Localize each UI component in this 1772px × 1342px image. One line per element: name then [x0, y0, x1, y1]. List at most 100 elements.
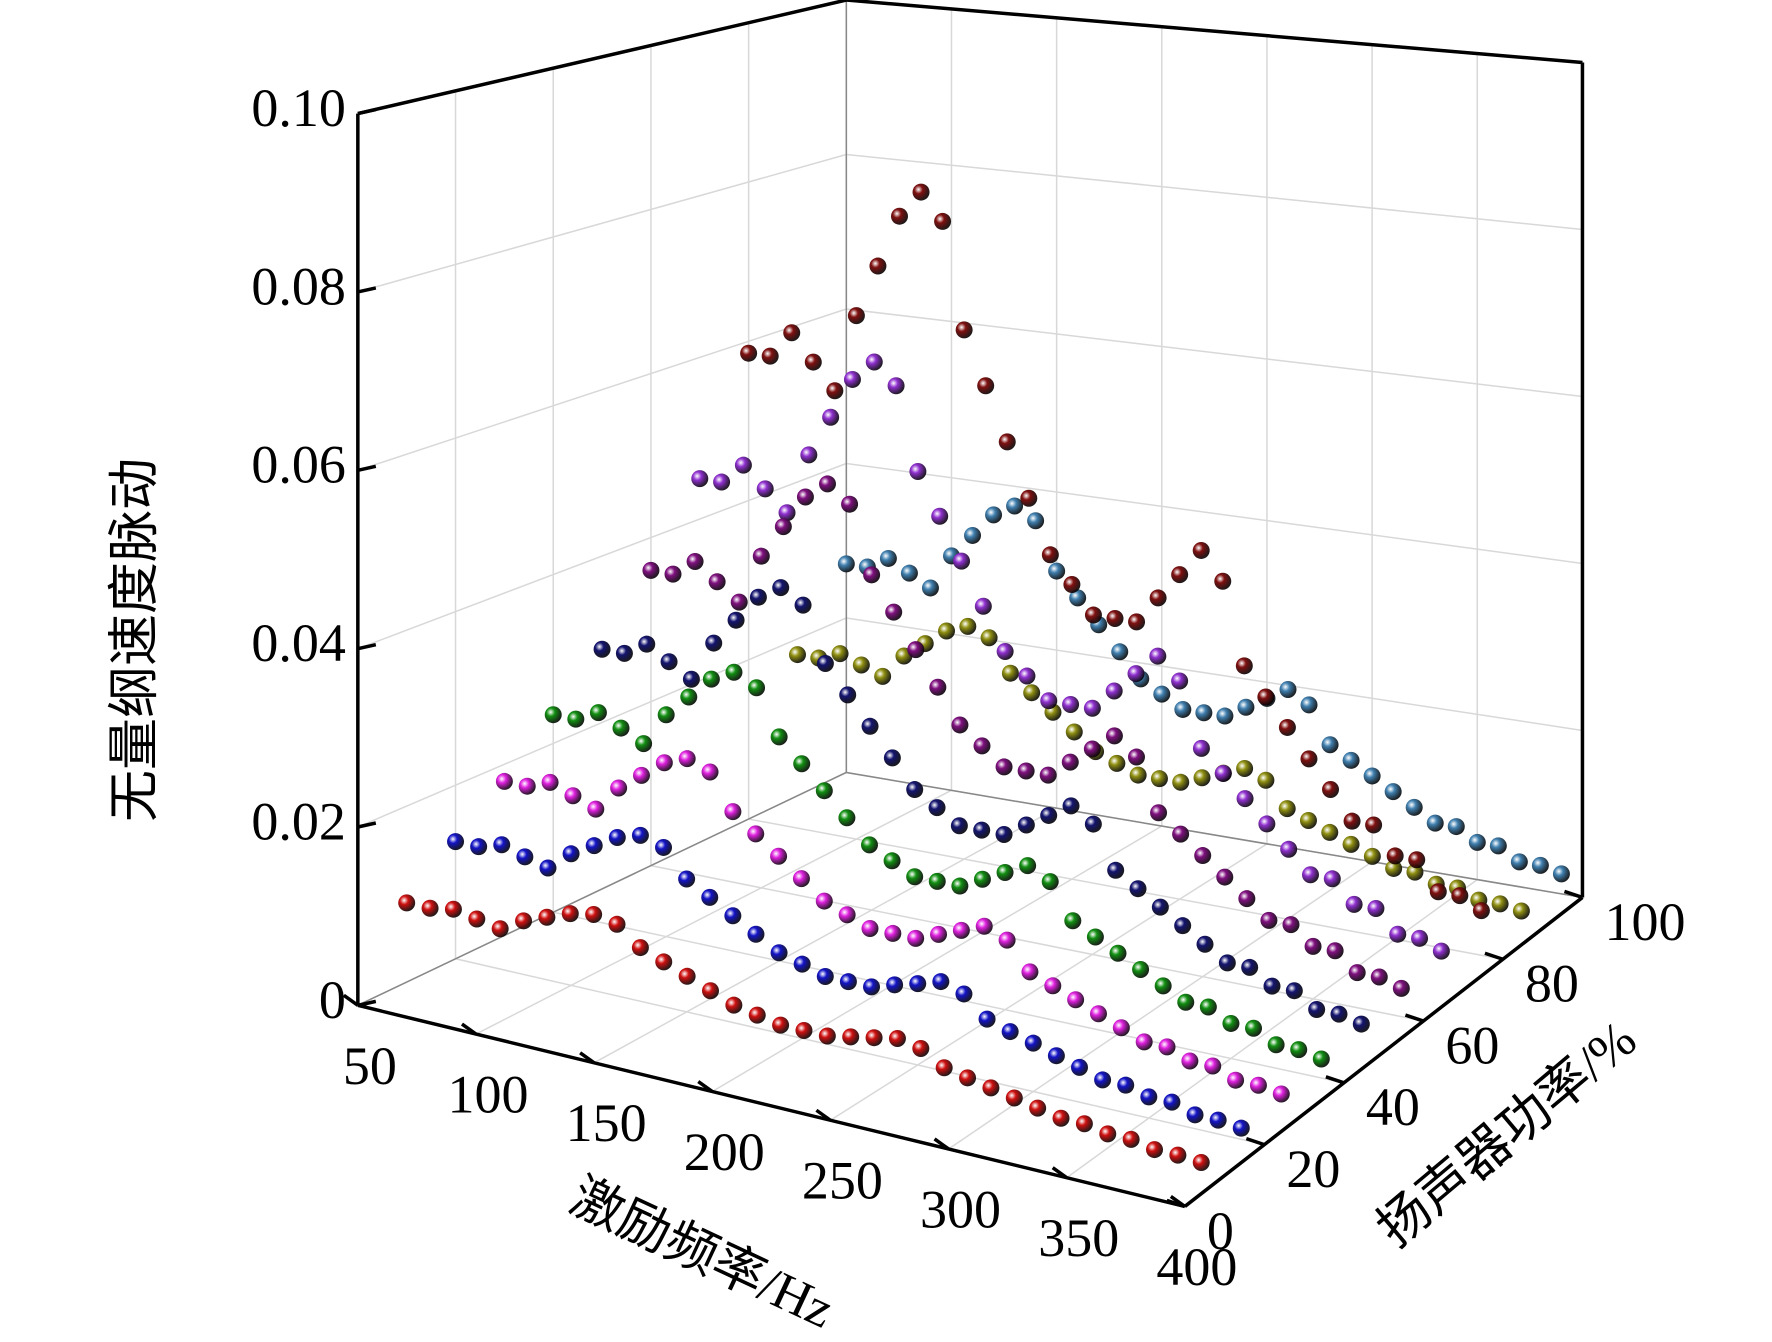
point	[930, 925, 948, 943]
point	[1278, 718, 1296, 736]
floor-grid-line	[553, 911, 1345, 1084]
y-tick-label: 80	[1525, 954, 1579, 1014]
point	[973, 737, 991, 755]
point	[1149, 589, 1167, 607]
point	[1365, 816, 1383, 834]
point	[909, 975, 927, 993]
point	[642, 561, 660, 579]
point	[1199, 998, 1217, 1016]
side-grid-line	[357, 153, 847, 293]
point	[1326, 942, 1344, 960]
point	[615, 644, 633, 662]
point	[1158, 1038, 1176, 1056]
point	[1272, 1085, 1290, 1103]
point	[1218, 954, 1236, 972]
point	[1193, 769, 1211, 787]
y-tick-label: 40	[1366, 1077, 1420, 1137]
point	[887, 377, 905, 395]
point	[1181, 1052, 1199, 1070]
point	[959, 617, 977, 635]
y-tick	[1404, 1013, 1424, 1023]
z-tick-label: 0.02	[251, 791, 346, 851]
z-tick	[357, 464, 377, 473]
points	[398, 183, 1570, 1171]
point	[701, 982, 719, 1000]
box-edge	[846, 771, 1583, 899]
point	[1129, 766, 1147, 784]
point	[879, 549, 897, 567]
point	[1019, 857, 1037, 875]
z-tick	[357, 821, 377, 829]
x-tick-label: 200	[684, 1122, 765, 1182]
point	[562, 845, 580, 863]
point	[747, 925, 765, 943]
point	[495, 772, 513, 790]
point	[1290, 1041, 1308, 1059]
point	[1321, 823, 1339, 841]
floor-grid-line	[475, 789, 952, 1035]
point	[1235, 657, 1253, 675]
point	[447, 833, 465, 851]
point	[772, 579, 790, 597]
point	[1321, 736, 1339, 754]
point	[1367, 899, 1385, 917]
point	[869, 257, 887, 275]
point	[1451, 887, 1469, 905]
floor-grid-line	[748, 818, 1504, 960]
point	[1006, 497, 1024, 515]
point	[770, 728, 788, 746]
point	[874, 667, 892, 685]
point	[929, 678, 947, 696]
point	[796, 488, 814, 506]
point	[1027, 512, 1045, 530]
point	[885, 603, 903, 621]
y-tick-label: 20	[1286, 1139, 1340, 1199]
point	[788, 646, 806, 664]
x-tick	[460, 1022, 478, 1036]
point	[1278, 800, 1296, 818]
point	[883, 749, 901, 767]
point	[1214, 572, 1232, 590]
point	[1236, 790, 1254, 808]
point	[1345, 895, 1363, 913]
point	[585, 837, 603, 855]
point	[748, 1006, 766, 1024]
x-tick-label: 400	[1156, 1237, 1237, 1297]
point	[863, 566, 881, 584]
point	[730, 593, 748, 611]
point	[493, 836, 511, 854]
point	[928, 872, 946, 890]
point	[778, 504, 796, 522]
point	[1267, 1036, 1285, 1054]
point	[1352, 1015, 1370, 1033]
point	[816, 655, 834, 673]
point	[1089, 1005, 1107, 1023]
point	[610, 779, 628, 797]
y-tick	[1245, 1136, 1265, 1147]
point	[740, 344, 758, 362]
point	[1489, 837, 1507, 855]
point	[1429, 883, 1447, 901]
point	[964, 526, 982, 544]
y-tick	[1563, 889, 1584, 900]
grid	[357, 0, 1584, 1208]
point	[1386, 847, 1404, 865]
box-edge	[357, 0, 847, 116]
point	[1214, 764, 1232, 782]
point	[888, 1030, 906, 1048]
point	[1263, 977, 1281, 995]
point	[1447, 818, 1465, 836]
point	[421, 899, 439, 917]
point	[752, 547, 770, 565]
back-grid-line	[846, 617, 1583, 732]
point	[1282, 916, 1300, 934]
point	[818, 475, 836, 493]
box-edge	[846, 0, 1583, 65]
point	[470, 838, 488, 856]
point	[1285, 982, 1303, 1000]
point	[747, 825, 765, 843]
point	[1169, 1146, 1187, 1164]
point	[1171, 566, 1189, 584]
point	[544, 706, 562, 724]
point	[1067, 991, 1085, 1009]
